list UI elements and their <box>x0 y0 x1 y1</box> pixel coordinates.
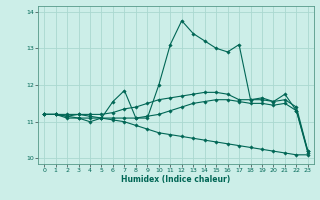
X-axis label: Humidex (Indice chaleur): Humidex (Indice chaleur) <box>121 175 231 184</box>
